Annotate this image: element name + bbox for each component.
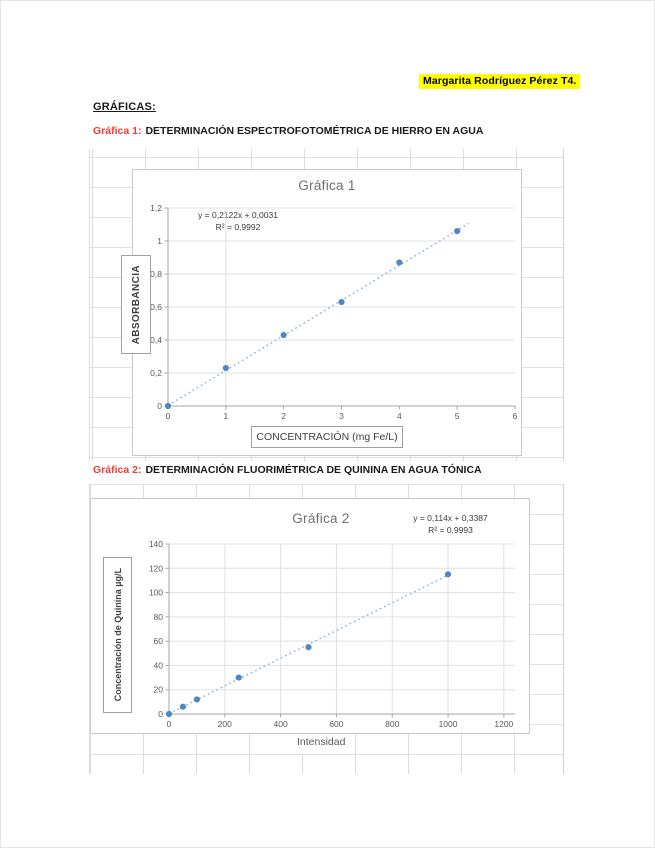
y-tick-label: 120 [149,563,163,573]
data-point [193,696,201,703]
y-tick-label: 0,4 [150,335,162,345]
x-tick-label: 1200 [494,719,513,729]
y-tick-label: 0 [158,709,163,719]
chart-1: Gráfica 1 y = 0,2122x + 0,0031 R² = 0,99… [121,169,522,456]
chart1-x-axis-title-box: CONCENTRACIÓN (mg Fe/L) [251,426,403,448]
chart2-caption-title: DETERMINACIÓN FLUORIMÉTRICA DE QUININA E… [145,464,482,476]
chart2-caption-label: Gráfica 2: [93,464,142,476]
x-tick-label: 2 [281,411,286,421]
chart2-equation-line: y = 0,114x + 0,3387 [413,513,488,523]
data-point [280,331,287,339]
x-tick-label: 0 [167,719,172,729]
data-point [165,710,173,718]
data-point [338,298,345,306]
x-tick-label: 200 [218,719,232,729]
data-point [444,571,452,578]
data-point [396,259,403,266]
chart1-caption: Gráfica 1: DETERMINACIÓN ESPECTROFOTOMÉTR… [93,125,483,137]
x-tick-label: 6 [513,411,518,421]
chart2-caption: Gráfica 2: DETERMINACIÓN FLUORIMÉTRICA DE… [93,464,482,476]
trendline [168,572,453,715]
trendline [167,222,470,407]
y-tick-label: 100 [149,588,163,598]
x-tick-label: 1000 [439,719,458,729]
y-tick-label: 0 [157,401,162,411]
chart1-y-axis-title: ABSORBANCIA [130,264,142,345]
chart1-y-axis-title-box: ABSORBANCIA [121,255,151,354]
y-tick-label: 140 [149,539,163,549]
chart1-equation-line: y = 0,2122x + 0,0031 [198,210,278,220]
data-point [235,674,242,681]
y-tick-label: 20 [154,685,164,695]
chart1-caption-title: DETERMINACIÓN ESPECTROFOTOMÉTRICA DE HIE… [145,125,484,137]
x-tick-label: 1 [223,411,228,421]
x-tick-label: 5 [455,411,460,421]
chart2-title: Gráfica 2 [292,511,350,526]
data-point [164,402,172,410]
chart2-rsquared: R² = 0,9993 [428,524,473,535]
data-point [222,364,229,372]
x-tick-label: 600 [329,719,343,729]
x-tick-label: 400 [274,719,288,729]
chart-2: Gráfica 2 y = 0,114x + 0,3387 R² = 0,999… [90,498,530,734]
x-tick-label: 4 [397,411,402,421]
spreadsheet-grid-background-1: Gráfica 1 y = 0,2122x + 0,0031 R² = 0,99… [89,149,564,461]
chart2-x-axis-title: Intensidad [291,735,352,754]
section-heading: GRÁFICAS: [93,101,156,113]
y-tick-label: 1,2 [150,203,162,213]
chart1-title: Gráfica 1 [298,178,356,193]
y-tick-label: 80 [154,612,164,622]
chart1-caption-label: Gráfica 1: [93,125,142,137]
chart1-rsquared: R² = 0,9992 [215,221,261,232]
chart2-equation: y = 0,114x + 0,3387 R² = 0,9993 [388,513,513,536]
data-point [179,703,187,710]
x-tick-label: 3 [339,411,344,421]
y-tick-label: 0,8 [150,269,162,279]
chart2-y-axis-title-box: Concentración de Quinina µg/L [103,557,132,713]
y-tick-label: 0,6 [150,302,162,312]
y-tick-label: 40 [154,660,164,670]
x-tick-label: 0 [166,411,171,421]
y-tick-label: 1 [157,236,162,246]
x-tick-label: 800 [385,719,399,729]
chart2-y-axis-title: Concentración de Quinina µg/L [112,568,123,702]
y-tick-label: 0,2 [150,368,162,378]
chart2-plot-area: 0 200 400 600 800 1000 1200 0 20 40 60 80 100 120 140 [149,539,515,729]
data-point [454,228,461,235]
student-name-highlight: Margarita Rodríguez Pérez T4. [419,74,581,89]
y-tick-label: 60 [154,636,164,646]
spreadsheet-grid-background-2: Gráfica 2 y = 0,114x + 0,3387 R² = 0,999… [89,484,564,774]
chart1-equation: y = 0,2122x + 0,0031 R² = 0,9992 [173,210,303,233]
data-point [305,644,312,651]
chart1-plot-area: 0 1 2 3 4 5 6 0 0,2 0,4 0,6 0,8 1 1,2 [150,203,518,421]
